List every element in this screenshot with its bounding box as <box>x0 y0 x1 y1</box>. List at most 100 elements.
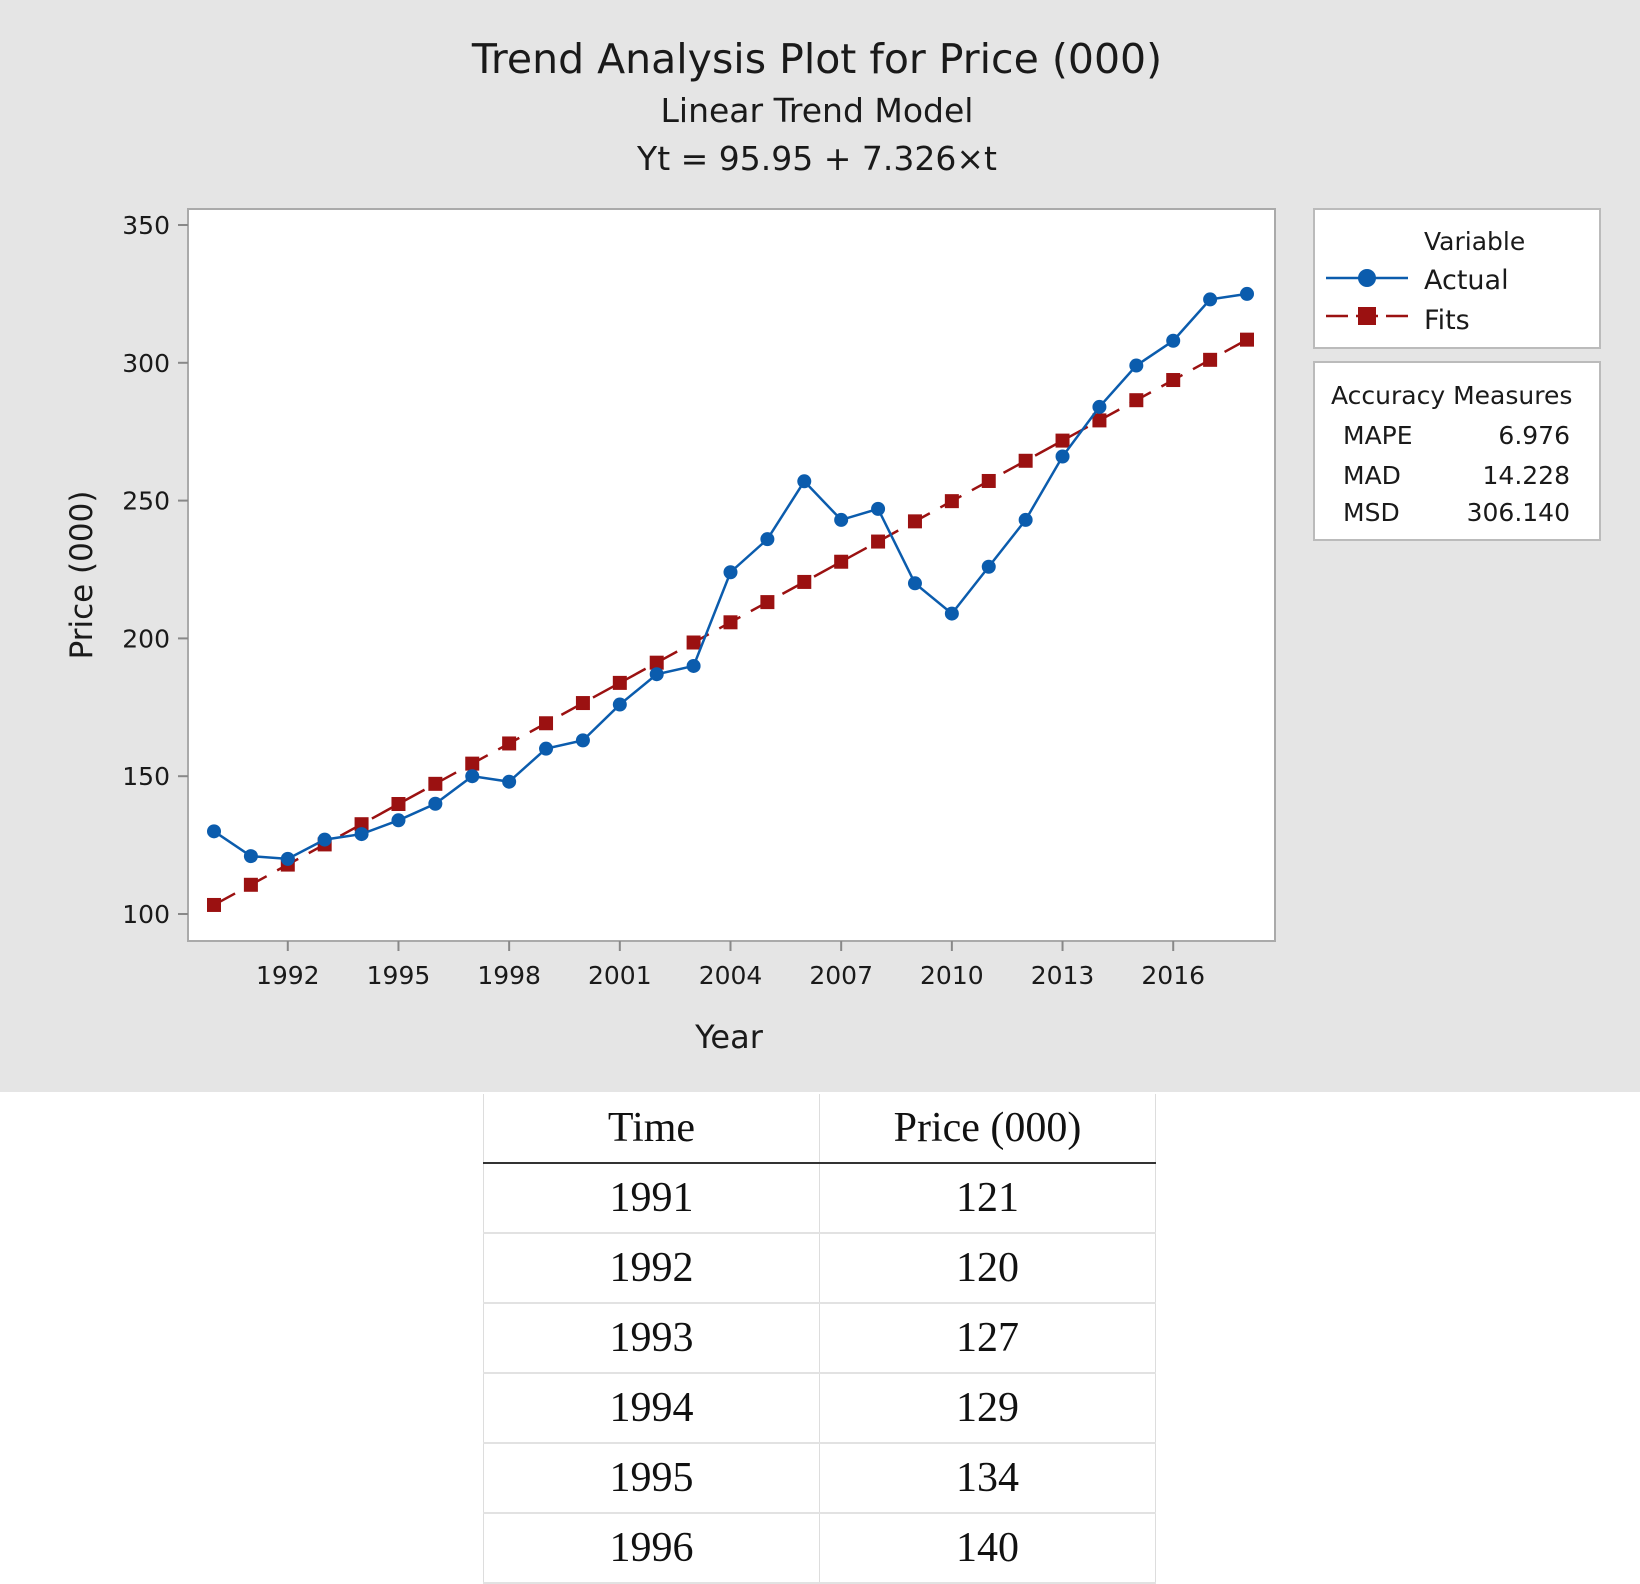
msd-value: 306.140 <box>1467 498 1570 527</box>
cell-price: 140 <box>819 1513 1156 1584</box>
cell-time: 1993 <box>483 1303 820 1374</box>
actual-point <box>243 849 258 864</box>
table-row: 1994 129 <box>483 1373 1156 1444</box>
y-axis-label: Price (000) <box>64 491 100 660</box>
x-tick-label: 2007 <box>809 961 873 990</box>
x-tick-label: 1998 <box>477 961 541 990</box>
table-row: 1993 127 <box>483 1303 1156 1374</box>
actual-point <box>797 474 812 489</box>
actual-point <box>760 532 775 547</box>
header-time: Time <box>483 1094 820 1164</box>
chart-subtitle: Linear Trend Model <box>661 91 974 130</box>
actual-point <box>1129 358 1144 373</box>
actual-point <box>649 667 664 682</box>
actual-point <box>354 827 369 842</box>
trend-chart: Trend Analysis Plot for Price (000) Line… <box>64 35 1601 1056</box>
table-row: 1991 121 <box>483 1163 1156 1234</box>
cell-price: 121 <box>819 1163 1156 1234</box>
accuracy-title: Accuracy Measures <box>1331 381 1572 410</box>
fits-point <box>575 696 590 711</box>
cell-time: 1991 <box>483 1163 820 1234</box>
actual-point <box>834 512 849 527</box>
legend-fits-marker <box>1358 307 1376 325</box>
fits-point <box>243 877 258 892</box>
fits-point <box>612 675 627 690</box>
actual-point <box>723 565 738 580</box>
actual-point <box>1166 333 1181 348</box>
fits-point <box>723 615 738 630</box>
fits-point <box>502 736 517 751</box>
x-tick-label: 2010 <box>920 961 984 990</box>
x-tick-label: 1995 <box>367 961 431 990</box>
mad-label: MAD <box>1343 461 1401 490</box>
fits-point <box>1166 373 1181 388</box>
fits-point <box>428 776 443 791</box>
fits-point <box>834 554 849 569</box>
fits-point <box>944 494 959 509</box>
fits-point <box>1203 352 1218 367</box>
header-price: Price (000) <box>819 1094 1156 1164</box>
y-tick-label: 300 <box>122 349 170 378</box>
fits-point <box>354 817 369 832</box>
x-tick-label: 2013 <box>1031 961 1095 990</box>
actual-point <box>1240 286 1254 301</box>
fits-point <box>1055 433 1070 448</box>
x-tick-label: 2016 <box>1141 961 1205 990</box>
mad-value: 14.228 <box>1483 461 1570 490</box>
actual-point <box>207 824 221 839</box>
legend-fits-label: Fits <box>1424 305 1470 336</box>
accuracy-measures: Accuracy Measures MAPE 6.976 MAD 14.228 … <box>1313 361 1601 541</box>
y-tick-label: 150 <box>122 762 170 791</box>
fits-point <box>907 514 922 529</box>
fits-point <box>1018 453 1033 468</box>
fits-point <box>391 797 406 812</box>
actual-point <box>944 606 959 621</box>
actual-point <box>502 774 517 789</box>
fits-point <box>686 635 701 650</box>
mape-value: 6.976 <box>1498 421 1570 450</box>
x-tick-label: 2004 <box>699 961 763 990</box>
cell-price: 127 <box>819 1303 1156 1374</box>
fits-point <box>760 595 775 610</box>
fits-point <box>649 655 664 670</box>
fits-point <box>539 716 554 731</box>
y-tick-label: 200 <box>122 624 170 653</box>
table-row: 1995 134 <box>483 1443 1156 1514</box>
cell-time: 1996 <box>483 1513 820 1584</box>
y-tick-label: 350 <box>122 211 170 240</box>
y-tick-label: 250 <box>122 487 170 516</box>
cell-price: 120 <box>819 1233 1156 1304</box>
price-table: Time Price (000) 1991 121 1992 120 1993 127… <box>483 1094 1156 1584</box>
table-header-row: Time Price (000) <box>483 1094 1156 1164</box>
actual-point <box>575 733 590 748</box>
actual-point <box>317 832 332 847</box>
actual-point <box>612 697 627 712</box>
fits-point <box>1092 413 1107 428</box>
actual-point <box>1092 399 1107 414</box>
actual-point <box>1018 512 1033 527</box>
actual-point <box>1055 449 1070 464</box>
x-tick-label: 2001 <box>588 961 652 990</box>
actual-point <box>1203 292 1218 307</box>
actual-point <box>907 576 922 591</box>
actual-point <box>428 796 443 811</box>
mape-label: MAPE <box>1343 421 1413 450</box>
cell-time: 1992 <box>483 1233 820 1304</box>
fits-point <box>797 574 812 589</box>
x-axis-label: Year <box>694 1018 764 1056</box>
legend: Variable Actual Fits <box>1313 208 1601 349</box>
x-tick-label: 1992 <box>256 961 320 990</box>
fits-point <box>1240 332 1254 347</box>
y-tick-label: 100 <box>122 900 170 929</box>
fits-point <box>981 473 996 488</box>
actual-point <box>871 501 886 516</box>
cell-price: 129 <box>819 1373 1156 1444</box>
chart-title: Trend Analysis Plot for Price (000) <box>471 35 1162 83</box>
table-row: 1992 120 <box>483 1233 1156 1304</box>
actual-point <box>280 851 295 866</box>
actual-point <box>465 769 480 784</box>
fits-point <box>465 756 480 771</box>
cell-price: 134 <box>819 1443 1156 1514</box>
msd-label: MSD <box>1343 498 1400 527</box>
trend-equation: Yt = 95.95 + 7.326×t <box>636 139 997 178</box>
